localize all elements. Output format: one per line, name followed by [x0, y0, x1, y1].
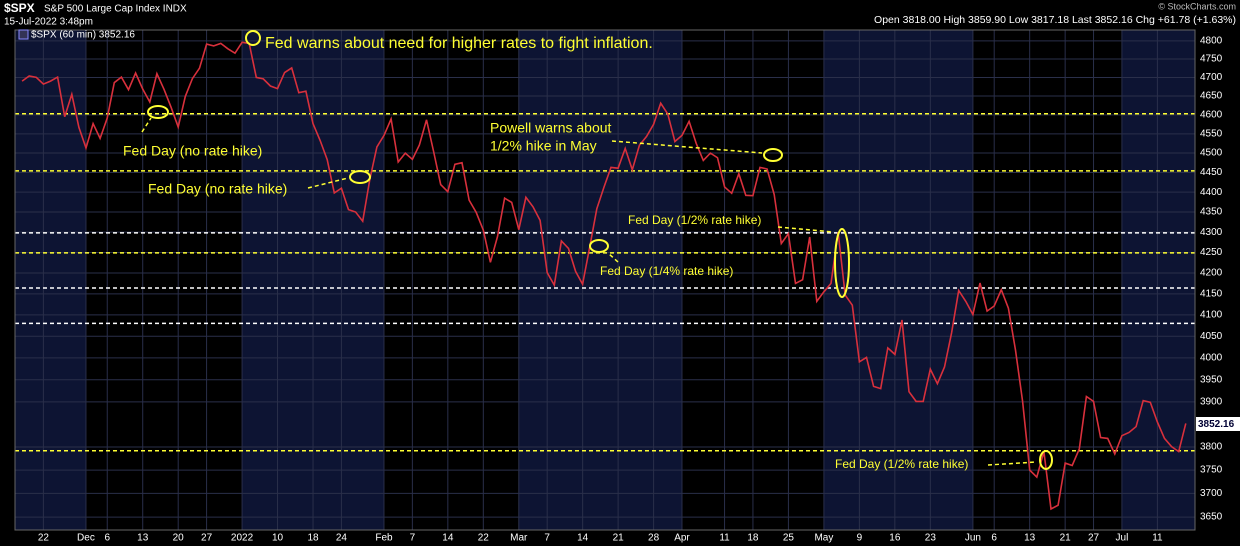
x-tick-label: 2022: [231, 533, 254, 544]
x-tick-label: 13: [137, 533, 149, 544]
copyright: © StockCharts.com: [1158, 1, 1236, 11]
x-tick-label: 9: [857, 533, 863, 544]
arrow: [777, 226, 834, 233]
y-tick-label: 4000: [1200, 353, 1223, 364]
marker: [589, 239, 609, 253]
y-tick-label: 4650: [1200, 91, 1223, 102]
last-tag: 3852.16: [1198, 419, 1235, 430]
grid: 3650 3700 3750 3800 3900 3950 4000 4050 4100 4150…: [15, 30, 1223, 544]
x-tick-label: 14: [577, 533, 589, 544]
x-tick-label: 7: [544, 533, 550, 544]
y-tick-label: 4250: [1200, 247, 1223, 258]
x-tick-label: 25: [783, 533, 795, 544]
y-tick-label: 3650: [1200, 512, 1223, 523]
x-tick-label: 23: [925, 533, 937, 544]
y-tick-label: 3950: [1200, 374, 1223, 385]
annotation: Fed Day (1/2% rate hike): [628, 213, 761, 227]
levels: [15, 112, 1195, 452]
x-tick-label: 27: [201, 533, 213, 544]
y-tick-label: 4800: [1200, 35, 1223, 46]
y-tick-label: 4600: [1200, 109, 1223, 120]
x-tick-label: Mar: [510, 533, 528, 544]
marker: [349, 170, 371, 184]
quote: Open 3818.00 High 3859.90 Low 3817.18 La…: [874, 14, 1236, 26]
marker: [147, 105, 169, 119]
x-tick-label: 21: [1060, 533, 1072, 544]
x-tick-label: 13: [1024, 533, 1036, 544]
annotation: Fed Day (1/4% rate hike): [600, 264, 733, 278]
plot-frame: [14, 29, 1196, 531]
date: 15-Jul-2022 3:48pm: [4, 17, 93, 28]
annotation: Fed Day (no rate hike): [123, 143, 262, 159]
month-band: [15, 30, 86, 530]
annotation: Fed Day (1/2% rate hike): [835, 457, 968, 471]
month-bands: [15, 30, 1195, 530]
y-tick-label: 4150: [1200, 288, 1223, 299]
month-band: [518, 30, 682, 530]
month-band: [823, 30, 973, 530]
price-line: [21, 41, 1187, 511]
x-tick-label: Apr: [674, 533, 690, 544]
x-tick-label: Jun: [965, 533, 981, 544]
price-series: [21, 41, 1187, 511]
y-tick-label: 4300: [1200, 227, 1223, 238]
legend-label: $SPX (60 min) 3852.16: [31, 30, 135, 41]
arrow: [607, 252, 619, 263]
x-tick-label: 16: [889, 533, 901, 544]
x-tick-label: 6: [104, 533, 110, 544]
x-tick-label: 18: [307, 533, 319, 544]
x-tick-label: 18: [747, 533, 759, 544]
annotation: Fed Day (no rate hike): [148, 181, 287, 197]
y-tick-label: 3750: [1200, 465, 1223, 476]
x-tick-label: Feb: [375, 533, 393, 544]
x-tick-label: 11: [1152, 533, 1163, 544]
y-tick-label: 4100: [1200, 310, 1223, 321]
x-tick-label: 24: [336, 533, 348, 544]
y-tick-label: 4700: [1200, 72, 1223, 83]
x-tick-label: 6: [991, 533, 997, 544]
x-tick-label: 22: [38, 533, 50, 544]
y-tick-label: 4200: [1200, 268, 1223, 279]
y-tick-label: 4500: [1200, 148, 1223, 159]
x-tick-label: Jul: [1116, 533, 1129, 544]
marker: [245, 30, 261, 46]
annotation: Powell warns about: [490, 120, 612, 136]
x-tick-label: Dec: [77, 533, 95, 544]
y-tick-label: 4050: [1200, 331, 1223, 342]
y-tick-label: 4400: [1200, 187, 1223, 198]
marker: [763, 148, 783, 162]
x-tick-label: 27: [1088, 533, 1100, 544]
y-tick-label: 3800: [1200, 442, 1223, 453]
x-tick-label: 14: [442, 533, 454, 544]
x-tick-label: 10: [272, 533, 284, 544]
marker: [1039, 450, 1053, 470]
marker: [834, 228, 850, 298]
y-tick-label: 4350: [1200, 207, 1223, 218]
annotation: 1/2% hike in May: [490, 138, 597, 154]
x-tick-label: May: [814, 533, 833, 544]
y-tick-label: 3700: [1200, 488, 1223, 499]
legend-icon: [18, 29, 29, 40]
y-tick-label: 3900: [1200, 397, 1223, 408]
index-name: S&P 500 Large Cap Index INDX: [44, 4, 187, 15]
last-tag-box: [1196, 417, 1240, 431]
arrow: [141, 117, 152, 133]
x-tick-label: 11: [719, 533, 730, 544]
y-tick-label: 4450: [1200, 167, 1223, 178]
annotation: Fed warns about need for higher rates to…: [265, 35, 653, 52]
x-tick-label: 28: [648, 533, 660, 544]
month-band: [1121, 30, 1195, 530]
x-tick-label: 20: [173, 533, 185, 544]
symbol: $SPX: [4, 1, 35, 15]
x-tick-label: 7: [410, 533, 416, 544]
y-tick-label: 4550: [1200, 128, 1223, 139]
x-tick-label: 21: [613, 533, 625, 544]
arrow: [987, 461, 1037, 466]
y-tick-label: 4750: [1200, 54, 1223, 65]
x-tick-label: 22: [478, 533, 490, 544]
